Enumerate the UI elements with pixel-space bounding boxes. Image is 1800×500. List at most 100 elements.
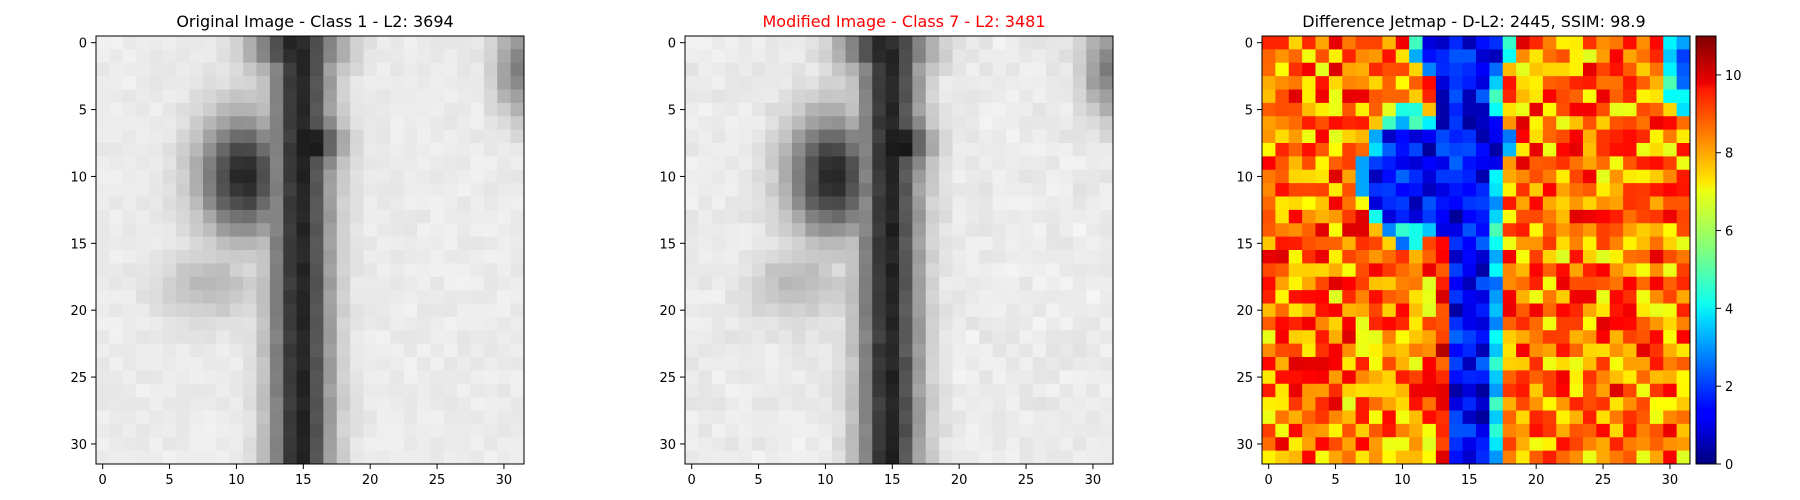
pixel-cell bbox=[122, 209, 137, 224]
pixel-cell bbox=[1516, 169, 1530, 184]
pixel-cell bbox=[1449, 116, 1464, 131]
pixel-cell bbox=[1395, 36, 1410, 50]
pixel-cell bbox=[176, 196, 191, 211]
pixel-cell bbox=[1072, 330, 1087, 345]
pixel-cell bbox=[216, 49, 231, 64]
pixel-cell bbox=[256, 303, 271, 318]
pixel-cell bbox=[872, 290, 887, 304]
pixel-cell bbox=[1382, 76, 1397, 90]
pixel-cell bbox=[1609, 357, 1624, 371]
pixel-cell bbox=[1462, 143, 1477, 157]
pixel-cell bbox=[1529, 423, 1544, 438]
pixel-cell bbox=[256, 450, 271, 465]
pixel-cell bbox=[296, 49, 311, 64]
pixel-cell bbox=[483, 209, 498, 224]
pixel-cell bbox=[109, 276, 124, 291]
pixel-cell bbox=[336, 36, 351, 50]
pixel-cell bbox=[725, 102, 739, 117]
pixel-cell bbox=[176, 36, 191, 50]
pixel-cell bbox=[939, 263, 953, 278]
pixel-cell bbox=[1032, 209, 1047, 224]
pixel-cell bbox=[1059, 143, 1074, 157]
pixel-cell bbox=[1302, 62, 1316, 77]
pixel-cell bbox=[912, 76, 927, 90]
pixel-cell bbox=[1288, 236, 1303, 251]
pixel-cell bbox=[939, 437, 953, 452]
pixel-cell bbox=[1262, 129, 1276, 144]
pixel-cell bbox=[483, 330, 498, 345]
x-tick-label: 15 bbox=[295, 473, 312, 488]
pixel-cell bbox=[832, 437, 846, 452]
modified-image-grid bbox=[685, 36, 1114, 465]
pixel-cell bbox=[216, 223, 231, 238]
pixel-cell bbox=[765, 263, 780, 278]
pixel-cell bbox=[1342, 183, 1357, 197]
pixel-cell bbox=[310, 437, 324, 452]
pixel-cell bbox=[229, 223, 244, 238]
pixel-cell bbox=[965, 423, 980, 438]
pixel-cell bbox=[832, 383, 846, 398]
pixel-cell bbox=[390, 250, 405, 264]
pixel-cell bbox=[792, 423, 806, 438]
pixel-cell bbox=[1596, 423, 1611, 438]
pixel-cell bbox=[858, 102, 873, 117]
pixel-cell bbox=[336, 263, 351, 278]
pixel-cell bbox=[1596, 116, 1611, 131]
pixel-cell bbox=[1529, 49, 1544, 64]
pixel-cell bbox=[1086, 316, 1101, 331]
pixel-cell bbox=[497, 183, 512, 197]
pixel-cell bbox=[832, 330, 846, 345]
pixel-cell bbox=[457, 370, 471, 385]
pixel-cell bbox=[1409, 316, 1423, 331]
pixel-cell bbox=[685, 169, 699, 184]
pixel-cell bbox=[845, 410, 860, 425]
pixel-cell bbox=[1382, 303, 1397, 318]
pixel-cell bbox=[443, 62, 458, 77]
pixel-cell bbox=[912, 410, 927, 425]
pixel-cell bbox=[363, 236, 378, 251]
pixel-cell bbox=[256, 143, 271, 157]
pixel-cell bbox=[805, 316, 820, 331]
pixel-cell bbox=[497, 102, 512, 117]
pixel-cell bbox=[1315, 223, 1330, 238]
pixel-cell bbox=[992, 316, 1007, 331]
pixel-cell bbox=[350, 290, 364, 304]
pixel-cell bbox=[216, 290, 231, 304]
pixel-cell bbox=[457, 49, 471, 64]
pixel-cell bbox=[925, 303, 940, 318]
pixel-cell bbox=[1288, 316, 1303, 331]
pixel-cell bbox=[176, 450, 191, 465]
pixel-cell bbox=[1556, 316, 1571, 331]
pixel-cell bbox=[430, 316, 445, 331]
pixel-cell bbox=[685, 209, 699, 224]
pixel-cell bbox=[497, 276, 512, 291]
pixel-cell bbox=[1046, 357, 1060, 371]
pixel-cell bbox=[1369, 36, 1383, 50]
pixel-cell bbox=[1019, 410, 1034, 425]
pixel-cell bbox=[457, 156, 471, 171]
pixel-cell bbox=[1099, 89, 1114, 104]
pixel-cell bbox=[1315, 250, 1330, 264]
pixel-cell bbox=[1409, 370, 1423, 385]
pixel-cell bbox=[751, 437, 766, 452]
pixel-cell bbox=[765, 343, 780, 358]
pixel-cell bbox=[1288, 437, 1303, 452]
pixel-cell bbox=[1489, 236, 1504, 251]
pixel-cell bbox=[470, 36, 485, 50]
pixel-cell bbox=[229, 89, 244, 104]
pixel-cell bbox=[1489, 89, 1504, 104]
pixel-cell bbox=[1315, 169, 1330, 184]
pixel-cell bbox=[176, 357, 191, 371]
pixel-cell bbox=[858, 383, 873, 398]
pixel-cell bbox=[1086, 276, 1101, 291]
pixel-cell bbox=[805, 116, 820, 131]
pixel-cell bbox=[243, 370, 257, 385]
pixel-cell bbox=[698, 303, 713, 318]
pixel-cell bbox=[738, 450, 753, 465]
pixel-cell bbox=[1262, 209, 1276, 224]
pixel-cell bbox=[1046, 437, 1060, 452]
pixel-cell bbox=[1476, 62, 1490, 77]
pixel-cell bbox=[1649, 250, 1664, 264]
pixel-cell bbox=[872, 276, 887, 291]
pixel-cell bbox=[725, 343, 739, 358]
